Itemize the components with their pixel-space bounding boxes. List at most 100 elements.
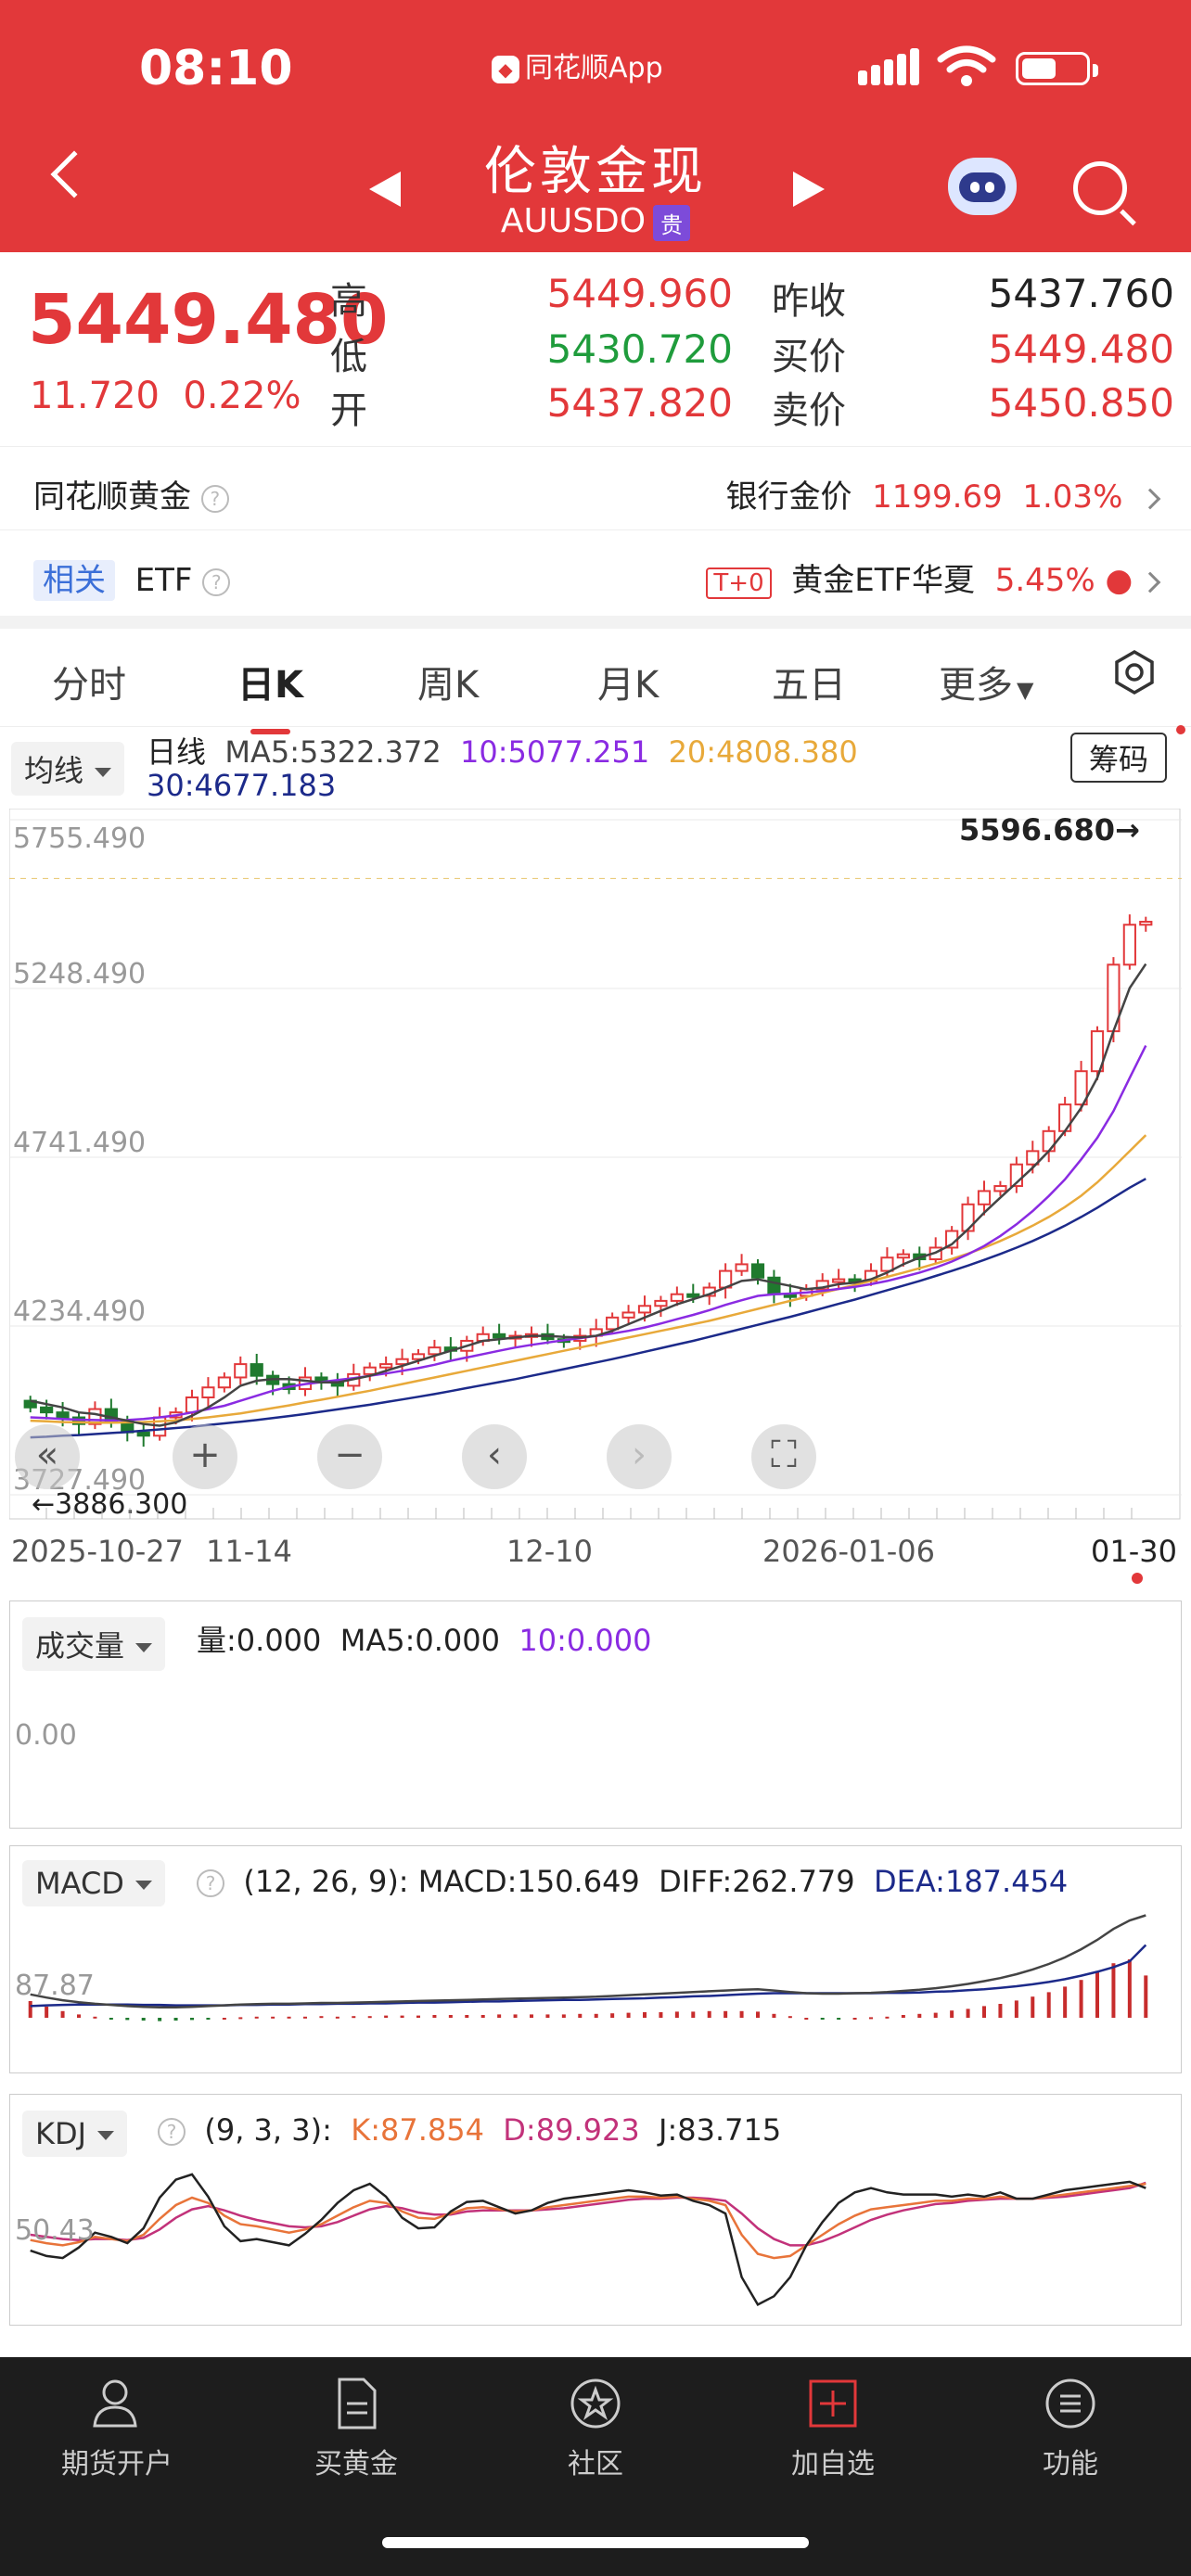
kdj-legend: ? (9, 3, 3): K:87.854 D:89.923 J:83.715 [158, 2112, 781, 2148]
macd-bar [820, 2018, 825, 2020]
macd-bar [1031, 1996, 1035, 2018]
k-value: K:87.854 [351, 2112, 484, 2148]
ma30-value: 30:4677.183 [147, 768, 337, 803]
macd-bar [190, 2018, 194, 2021]
help-icon[interactable]: ? [200, 484, 229, 513]
macd-bar [1014, 2000, 1018, 2018]
volume-select[interactable]: 成交量 [22, 1617, 166, 1671]
candle [832, 1278, 846, 1283]
macd-bar [578, 2013, 583, 2018]
volume-ma10: 10:0.000 [519, 1623, 652, 1658]
nav-add-watchlist[interactable]: 加自选 [749, 2376, 916, 2481]
assistant-robot-icon[interactable] [948, 158, 1017, 215]
prev-close-value: 5437.760 [988, 271, 1174, 316]
zoom-out-button[interactable]: − [317, 1424, 382, 1489]
candle [1122, 924, 1136, 966]
instrument-code-text: AUUSDO [500, 202, 647, 240]
y-tick-label: 5755.490 [13, 823, 146, 855]
candle [201, 1386, 215, 1398]
candle [1139, 921, 1153, 926]
high-label: 高 [330, 280, 367, 323]
dot-indicator: ● [1105, 562, 1133, 599]
x-tick: 01-30 [1091, 1534, 1177, 1569]
chip-distribution-button[interactable]: 筹码 [1070, 733, 1168, 783]
macd-bar [933, 2012, 938, 2018]
macd-bar [788, 2016, 792, 2019]
candlestick-chart[interactable]: 5755.4905248.4904741.4904234.4903727.490… [9, 809, 1182, 1521]
macd-bar [610, 2013, 615, 2018]
etf-label: ETF [134, 562, 193, 599]
candle [815, 1280, 829, 1291]
tab-monthly-k[interactable]: 月K [597, 664, 660, 707]
period-label: 日线 [147, 734, 207, 770]
kdj-chart [30, 2173, 1146, 2307]
candle [493, 1333, 506, 1339]
search-icon[interactable] [1073, 161, 1127, 215]
tab-daily-k[interactable]: 日K [237, 655, 303, 734]
macd-bar [238, 2017, 243, 2020]
candle [40, 1406, 54, 1414]
macd-bar [1063, 1986, 1068, 2018]
macd-bar [739, 2010, 744, 2018]
candle [250, 1363, 263, 1377]
gold-row-title: 同花顺黄金 [33, 478, 191, 516]
etf-row[interactable]: 相关 ETF ? T+0 黄金ETF华夏 5.45% ● [0, 530, 1191, 616]
candle [217, 1376, 231, 1389]
scroll-left-fast-button[interactable]: « [15, 1424, 80, 1489]
scroll-left-button[interactable]: ‹ [462, 1424, 527, 1489]
macd-bar [966, 2009, 970, 2018]
bid-value: 5449.480 [988, 326, 1174, 372]
tab-weekly-k[interactable]: 周K [417, 664, 480, 707]
nav-functions[interactable]: 功能 [987, 2376, 1154, 2481]
scroll-right-button[interactable]: › [607, 1424, 672, 1489]
add-box-icon [809, 2379, 857, 2428]
nav-community[interactable]: 社区 [512, 2376, 679, 2481]
document-icon [338, 2378, 377, 2429]
candle [961, 1203, 975, 1232]
gold-row[interactable]: 同花顺黄金 ? 银行金价 1199.69 1.03% [0, 447, 1191, 530]
instrument-title: 伦敦金现 [484, 142, 707, 202]
low-value: 5430.720 [546, 326, 733, 372]
tab-more[interactable]: 更多 ▼ [939, 655, 1033, 708]
macd-bar [125, 2018, 130, 2021]
macd-bar [222, 2018, 226, 2020]
star-circle-icon [570, 2378, 621, 2429]
macd-bar [869, 2017, 873, 2020]
macd-bar [674, 2011, 679, 2018]
x-tick: 12-10 [506, 1534, 593, 1569]
help-icon[interactable]: ? [197, 1869, 224, 1897]
nav-futures-account[interactable]: 期货开户 [33, 2376, 200, 2481]
tab-five-day[interactable]: 五日 [772, 664, 846, 707]
tab-intraday[interactable]: 分时 [52, 664, 126, 707]
macd-bar [837, 2018, 841, 2020]
macd-bar [77, 2014, 81, 2018]
kdj-select[interactable]: KDJ [22, 2111, 128, 2157]
macd-bar [998, 2004, 1003, 2018]
macd-bar [594, 2013, 598, 2018]
zoom-in-button[interactable]: + [173, 1424, 237, 1489]
instrument-code: AUUSDO 贵 [0, 202, 1191, 241]
bank-gold-value: 1199.69 [872, 478, 1003, 516]
fullscreen-button[interactable]: ⛶ [751, 1424, 816, 1489]
candle [395, 1358, 409, 1366]
macd-select[interactable]: MACD [22, 1860, 165, 1906]
instrument-tag: 贵 [653, 204, 691, 241]
prev-instrument-arrow[interactable] [369, 172, 401, 207]
status-time: 08:10 [139, 41, 293, 96]
macd-bar [756, 2011, 760, 2018]
macd-bar [804, 2018, 809, 2020]
nav-buy-gold[interactable]: 买黄金 [273, 2376, 440, 2481]
help-icon[interactable]: ? [158, 2118, 186, 2146]
related-etf: T+0 黄金ETF华夏 5.45% ● [706, 555, 1161, 600]
chart-settings-icon[interactable] [1111, 649, 1158, 695]
macd-bar [319, 2016, 324, 2019]
macd-bar [707, 2010, 711, 2018]
indicator-select[interactable]: 均线 [11, 742, 125, 796]
macd-bar [561, 2014, 566, 2018]
x-tick: 2025-10-27 [11, 1534, 184, 1569]
help-icon[interactable]: ? [202, 567, 231, 596]
candle [1090, 1030, 1105, 1073]
candle [750, 1263, 765, 1279]
next-instrument-arrow[interactable] [793, 172, 825, 207]
macd-bar [432, 2015, 437, 2018]
